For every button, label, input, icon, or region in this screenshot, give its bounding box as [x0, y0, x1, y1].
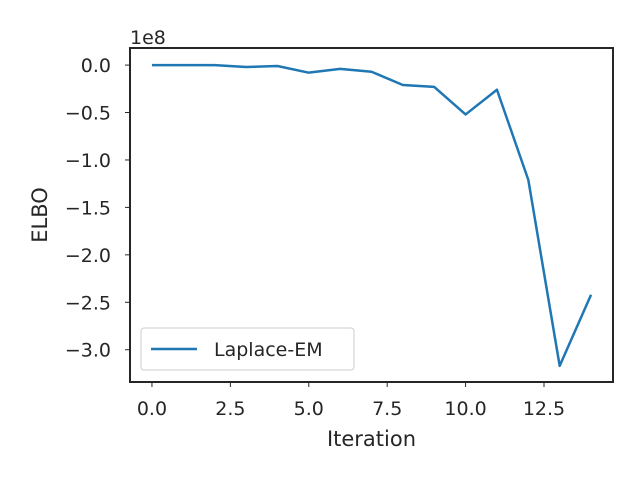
x-tick-label: 0.0 — [137, 398, 167, 420]
series-line — [151, 63, 593, 368]
y-tick-label: −0.5 — [65, 103, 111, 125]
x-tick-label: 10.0 — [444, 398, 486, 420]
x-axis-label: Iteration — [327, 427, 416, 451]
x-tick-label: 2.5 — [215, 398, 245, 420]
legend: Laplace-EM — [140, 327, 355, 371]
x-tick-label: 12.5 — [523, 398, 565, 420]
y-tick-label: −1.0 — [65, 150, 111, 172]
plot-area — [130, 48, 613, 382]
y-tick-label: −3.0 — [65, 340, 111, 362]
legend-box — [140, 327, 355, 371]
y-offset-label: 1e8 — [130, 27, 166, 49]
legend-label: Laplace-EM — [214, 339, 323, 361]
plot-frame — [129, 47, 614, 383]
x-tick-label: 7.5 — [372, 398, 402, 420]
x-axis: 0.0 2.5 5.0 7.5 10.0 12.5 — [137, 382, 565, 420]
y-tick-label: −1.5 — [65, 197, 111, 219]
y-axis-label: ELBO — [28, 187, 52, 243]
y-tick-label: −2.0 — [65, 245, 111, 267]
x-tick-label: 5.0 — [294, 398, 324, 420]
y-tick-label: −2.5 — [65, 292, 111, 314]
y-tick-label: 0.0 — [81, 55, 111, 77]
y-axis: 0.0 −0.5 −1.0 −1.5 −2.0 −2.5 −3.0 — [65, 55, 130, 362]
series-layer — [151, 63, 593, 368]
